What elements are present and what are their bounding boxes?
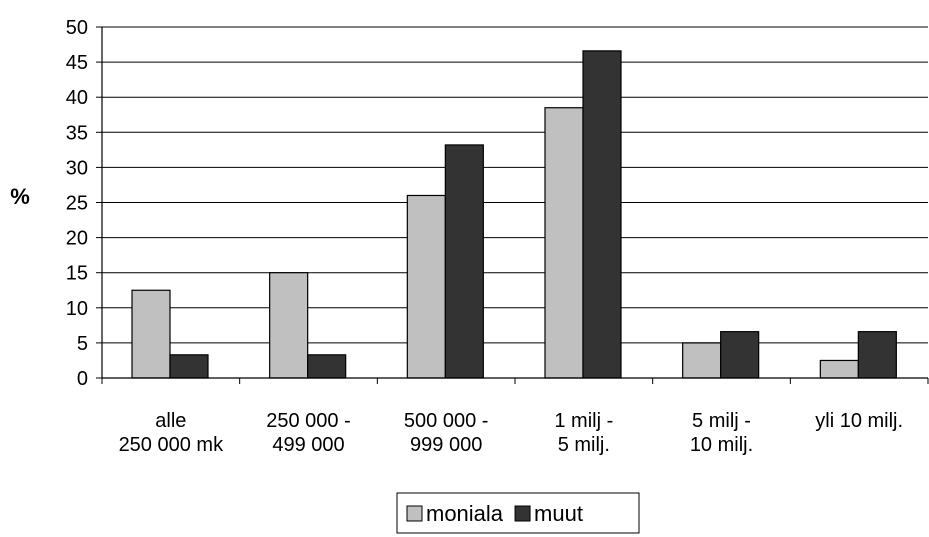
y-tick-label: 40	[66, 87, 88, 109]
bar-muut	[857, 331, 897, 379]
bar-muut	[444, 144, 484, 379]
bar-moniala	[269, 272, 309, 379]
legend-swatch-moniala	[406, 505, 423, 522]
bar-muut	[169, 354, 209, 379]
bar-muut	[720, 331, 760, 379]
bars	[131, 50, 897, 379]
bar-muut	[582, 50, 622, 379]
y-tick-label: 10	[66, 298, 88, 320]
legend-label-moniala: moniala	[426, 501, 504, 526]
y-tick-labels: 0 5 10 15 20 25 30 35 40 45 50	[66, 17, 88, 390]
bar-moniala	[682, 342, 722, 379]
x-category-labels: alle 250 000 mk 250 000 -499 000 500 000 -9…	[119, 410, 903, 456]
y-tick-label: 15	[66, 263, 88, 285]
bar-moniala	[544, 107, 584, 379]
gridlines	[102, 26, 928, 344]
y-tick-label: 25	[66, 193, 88, 215]
bar-muut	[307, 354, 347, 379]
x-category-label: yli 10 milj.	[815, 410, 903, 432]
x-category-label: alle 250 000 mk	[119, 410, 225, 456]
axes	[96, 26, 929, 384]
y-tick-label: 50	[66, 17, 88, 39]
legend-label-muut: muut	[534, 501, 583, 526]
y-tick-label: 30	[66, 157, 88, 179]
bar-moniala	[131, 289, 171, 379]
x-category-label: 500 000 -999 000	[404, 410, 489, 456]
y-tick-label: 45	[66, 52, 88, 74]
legend: moniala muut	[396, 492, 640, 534]
y-tick-label: 20	[66, 228, 88, 250]
y-tick-label: 35	[66, 122, 88, 144]
bar-moniala	[406, 194, 446, 379]
x-category-label: 250 000 -499 000	[266, 410, 351, 456]
x-category-label: 1 milj -5 milj.	[554, 410, 613, 456]
y-tick-label: 0	[77, 368, 88, 390]
x-category-label: 5 milj -10 milj.	[690, 410, 753, 456]
legend-swatch-muut	[514, 505, 531, 522]
bar-moniala	[819, 359, 859, 379]
y-axis-label: %	[10, 184, 30, 209]
y-tick-label: 5	[77, 333, 88, 355]
